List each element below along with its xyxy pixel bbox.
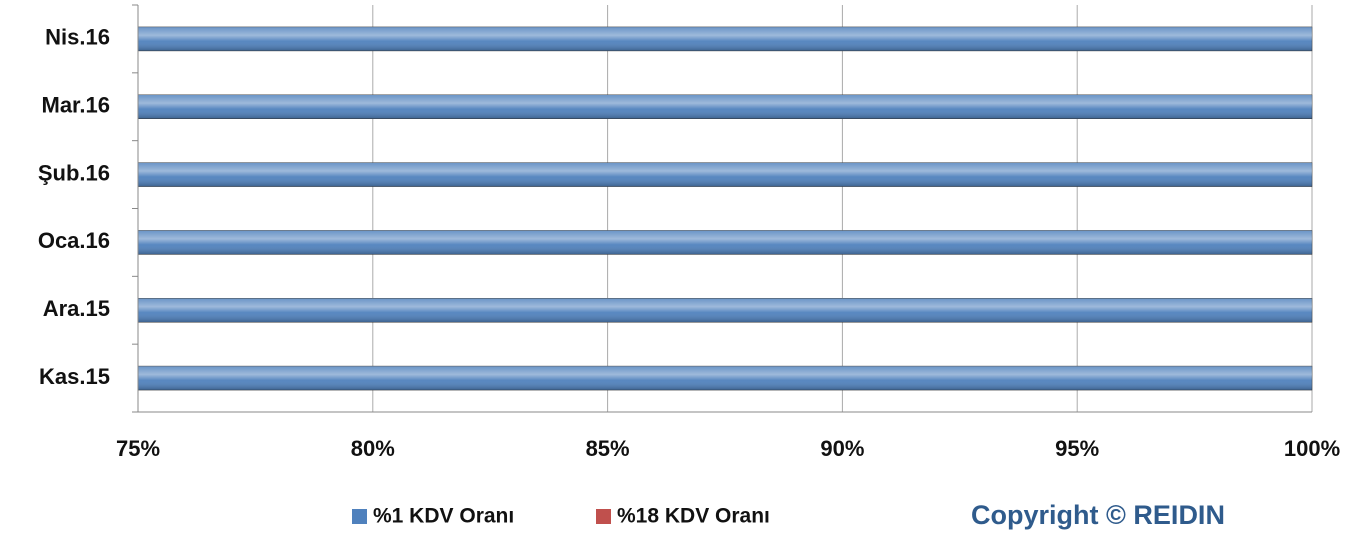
legend-swatch	[352, 509, 367, 524]
copyright: Copyright © REIDIN	[971, 500, 1225, 530]
y-tick-label: Nis.16	[45, 25, 110, 50]
bar-shine	[138, 162, 1312, 187]
x-tick-label: 80%	[351, 436, 395, 461]
x-tick-label: 95%	[1055, 436, 1099, 461]
legend-label: %1 KDV Oranı	[373, 505, 514, 528]
x-tick-label: 90%	[820, 436, 864, 461]
x-tick-label: 85%	[586, 436, 630, 461]
y-tick-label: Oca.16	[38, 228, 110, 253]
bar-shine	[138, 298, 1312, 323]
bar-shine	[138, 230, 1312, 255]
bar-shine	[138, 26, 1312, 51]
legend-swatch	[596, 509, 611, 524]
x-tick-label: 100%	[1284, 436, 1340, 461]
y-tick-label: Şub.16	[38, 160, 110, 185]
y-tick-label: Kas.15	[39, 364, 110, 389]
legend-label: %18 KDV Oranı	[617, 505, 770, 528]
y-tick-label: Mar.16	[42, 93, 111, 118]
bar-shine	[138, 366, 1312, 391]
x-tick-label: 75%	[116, 436, 160, 461]
bar-shine	[138, 94, 1312, 119]
y-tick-label: Ara.15	[43, 296, 110, 321]
